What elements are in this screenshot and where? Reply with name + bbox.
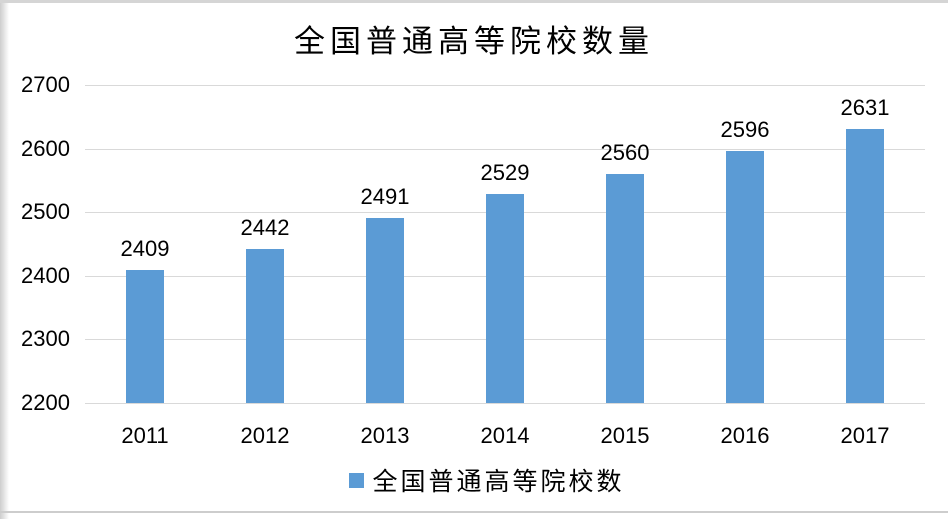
legend-label: 全国普通高等院校数 bbox=[372, 469, 625, 496]
x-axis-tick-label: 2013 bbox=[360, 423, 410, 448]
bar-value-label: 2442 bbox=[240, 215, 290, 241]
y-axis-tick-label: 2600 bbox=[21, 135, 70, 161]
y-axis-tick-label: 2300 bbox=[21, 326, 70, 352]
legend-swatch-icon bbox=[349, 472, 365, 488]
bar bbox=[246, 249, 284, 403]
x-axis-tick-label: 2015 bbox=[600, 423, 650, 448]
x-axis-tick-label: 2017 bbox=[840, 423, 890, 448]
bar-value-label: 2596 bbox=[720, 117, 770, 143]
y-axis-labels: 2700 2600 2500 2400 2300 2200 bbox=[0, 72, 70, 415]
bar-value-label: 2491 bbox=[360, 183, 410, 209]
bar-column: 2560 bbox=[565, 85, 685, 403]
bar bbox=[126, 270, 164, 403]
bar-value-label: 2529 bbox=[480, 159, 530, 185]
bar-value-label: 2631 bbox=[840, 94, 890, 120]
bar bbox=[846, 128, 884, 403]
bar-column: 2442 bbox=[205, 85, 325, 403]
bar-column: 2529 bbox=[445, 85, 565, 403]
bar bbox=[486, 193, 524, 403]
gridline bbox=[85, 85, 925, 86]
bar-value-label: 2560 bbox=[600, 140, 650, 166]
bar-column: 2491 bbox=[325, 85, 445, 403]
image-left-edge bbox=[0, 3, 9, 519]
bar-value-label: 2409 bbox=[120, 236, 170, 262]
y-axis-tick-label: 2700 bbox=[21, 72, 70, 97]
x-axis-tick-label: 2011 bbox=[121, 423, 169, 448]
y-axis-tick-label: 2500 bbox=[21, 199, 70, 225]
x-axis-tick-label: 2014 bbox=[480, 423, 530, 448]
y-axis-tick-label: 2400 bbox=[21, 262, 70, 288]
bar-column: 2596 bbox=[685, 85, 805, 403]
chart-title: 全国普通高等院校数量 bbox=[294, 24, 654, 59]
image-top-edge bbox=[0, 0, 948, 3]
bar bbox=[726, 151, 764, 403]
x-axis-tick-label: 2016 bbox=[720, 423, 770, 448]
gridline bbox=[85, 148, 925, 150]
bar-column: 2631 bbox=[805, 85, 925, 403]
plot-area: 2409 2442 2491 2529 2560 2596 2631 bbox=[85, 85, 925, 404]
bar-column: 2409 bbox=[85, 85, 205, 403]
bar bbox=[606, 174, 644, 403]
x-axis-tick-label: 2012 bbox=[240, 423, 290, 448]
y-axis-tick-label: 2200 bbox=[21, 390, 70, 415]
image-bottom-edge bbox=[0, 511, 948, 513]
x-axis-labels: 2011 2012 2013 2014 2015 2016 2017 bbox=[85, 421, 925, 451]
bar bbox=[366, 217, 404, 403]
gridline bbox=[85, 403, 925, 404]
legend: 全国普通高等院校数 bbox=[13, 462, 948, 498]
